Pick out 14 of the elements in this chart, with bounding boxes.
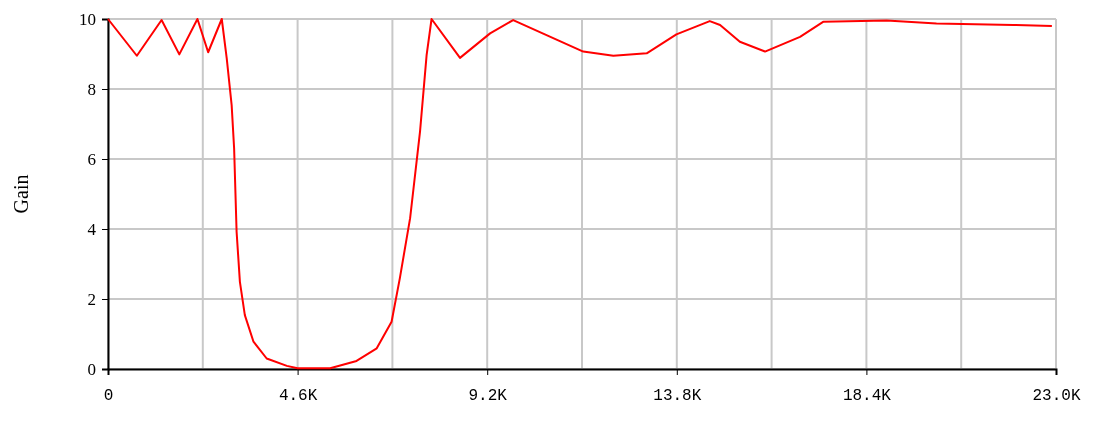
y-tick-label: 8 <box>87 79 96 99</box>
y-tick-label: 10 <box>79 9 96 29</box>
line-series <box>107 18 1053 370</box>
x-tick-label: 23.0K <box>1032 387 1081 406</box>
y-tick-label: 6 <box>87 149 96 169</box>
y-tick-label: 2 <box>87 289 96 309</box>
y-axis-title: Gain <box>10 174 32 214</box>
y-tick-label: 0 <box>87 359 96 379</box>
x-tick-label: 18.4K <box>842 387 892 406</box>
x-tick-label: 9.2K <box>468 387 508 406</box>
x-tick-label: 13.8K <box>653 387 702 406</box>
x-tick-label: 0 <box>103 387 114 406</box>
y-tick-label: 4 <box>87 219 97 239</box>
x-tick-label: 4.6K <box>278 387 318 406</box>
